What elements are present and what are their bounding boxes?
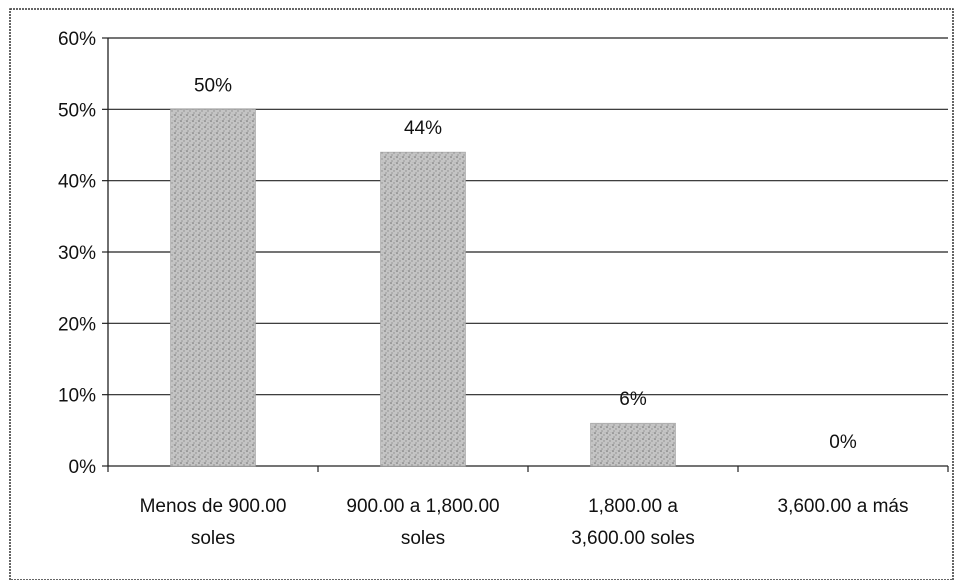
data-label: 44% (404, 118, 442, 139)
data-label: 50% (194, 75, 232, 96)
data-label: 0% (829, 432, 857, 453)
bar (170, 109, 256, 467)
x-category-label: 3,600.00 soles (571, 528, 695, 549)
x-category-label: soles (401, 528, 445, 549)
x-category-label: 900.00 a 1,800.00 (346, 496, 499, 517)
bar (590, 422, 676, 467)
y-tick-label: 30% (58, 243, 96, 264)
data-label: 6% (619, 389, 647, 410)
bars (170, 109, 676, 467)
y-tick-label: 0% (69, 457, 97, 478)
x-category-label: soles (191, 528, 235, 549)
chart-border (9, 8, 954, 580)
y-tick-label: 60% (58, 29, 96, 50)
bar (380, 151, 466, 467)
y-tick-label: 20% (58, 314, 96, 335)
y-tick-label: 10% (58, 386, 96, 407)
x-category-label: 1,800.00 a (588, 496, 678, 517)
x-category-label: 3,600.00 a más (778, 496, 909, 517)
y-tick-label: 50% (58, 100, 96, 121)
x-category-label: Menos de 900.00 (140, 496, 287, 517)
labels: 0% 10% 20% 30% 40% 50% 60% 50% Menos de 900.00 so… (58, 29, 909, 549)
y-tick-label: 40% (58, 172, 96, 193)
